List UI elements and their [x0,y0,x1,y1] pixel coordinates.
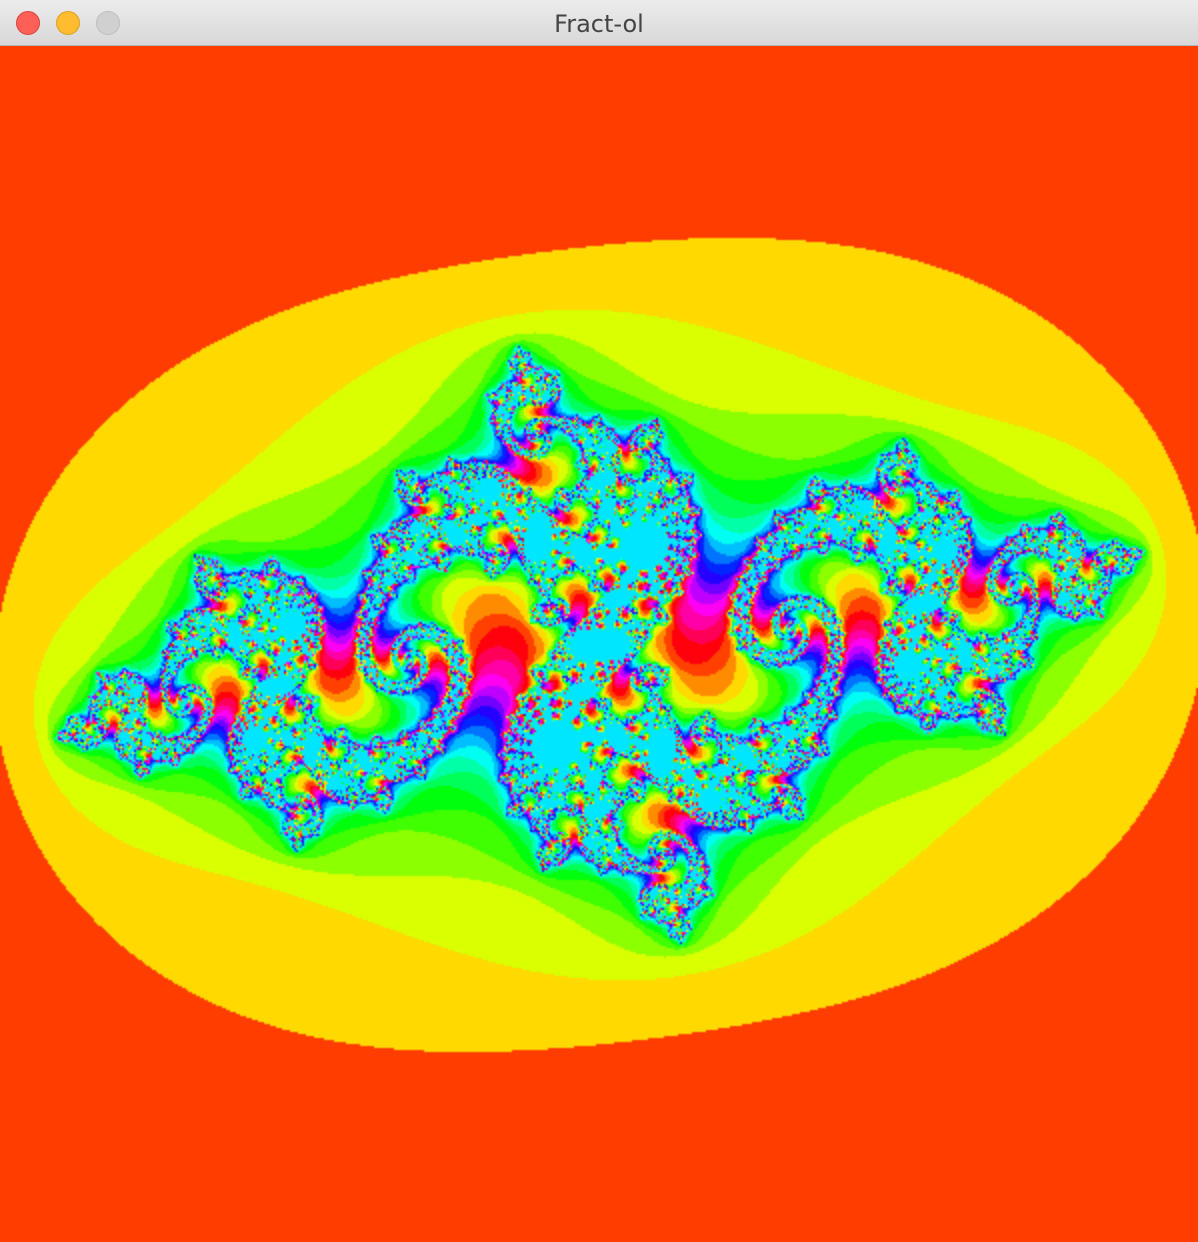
close-button[interactable] [16,11,40,35]
window-title: Fract-ol [554,10,644,38]
zoom-button[interactable] [96,11,120,35]
title-bar[interactable]: Fract-ol [0,0,1198,46]
minimize-button[interactable] [56,11,80,35]
fractal-view[interactable] [0,46,1198,1242]
fractal-canvas[interactable] [0,46,1198,1242]
